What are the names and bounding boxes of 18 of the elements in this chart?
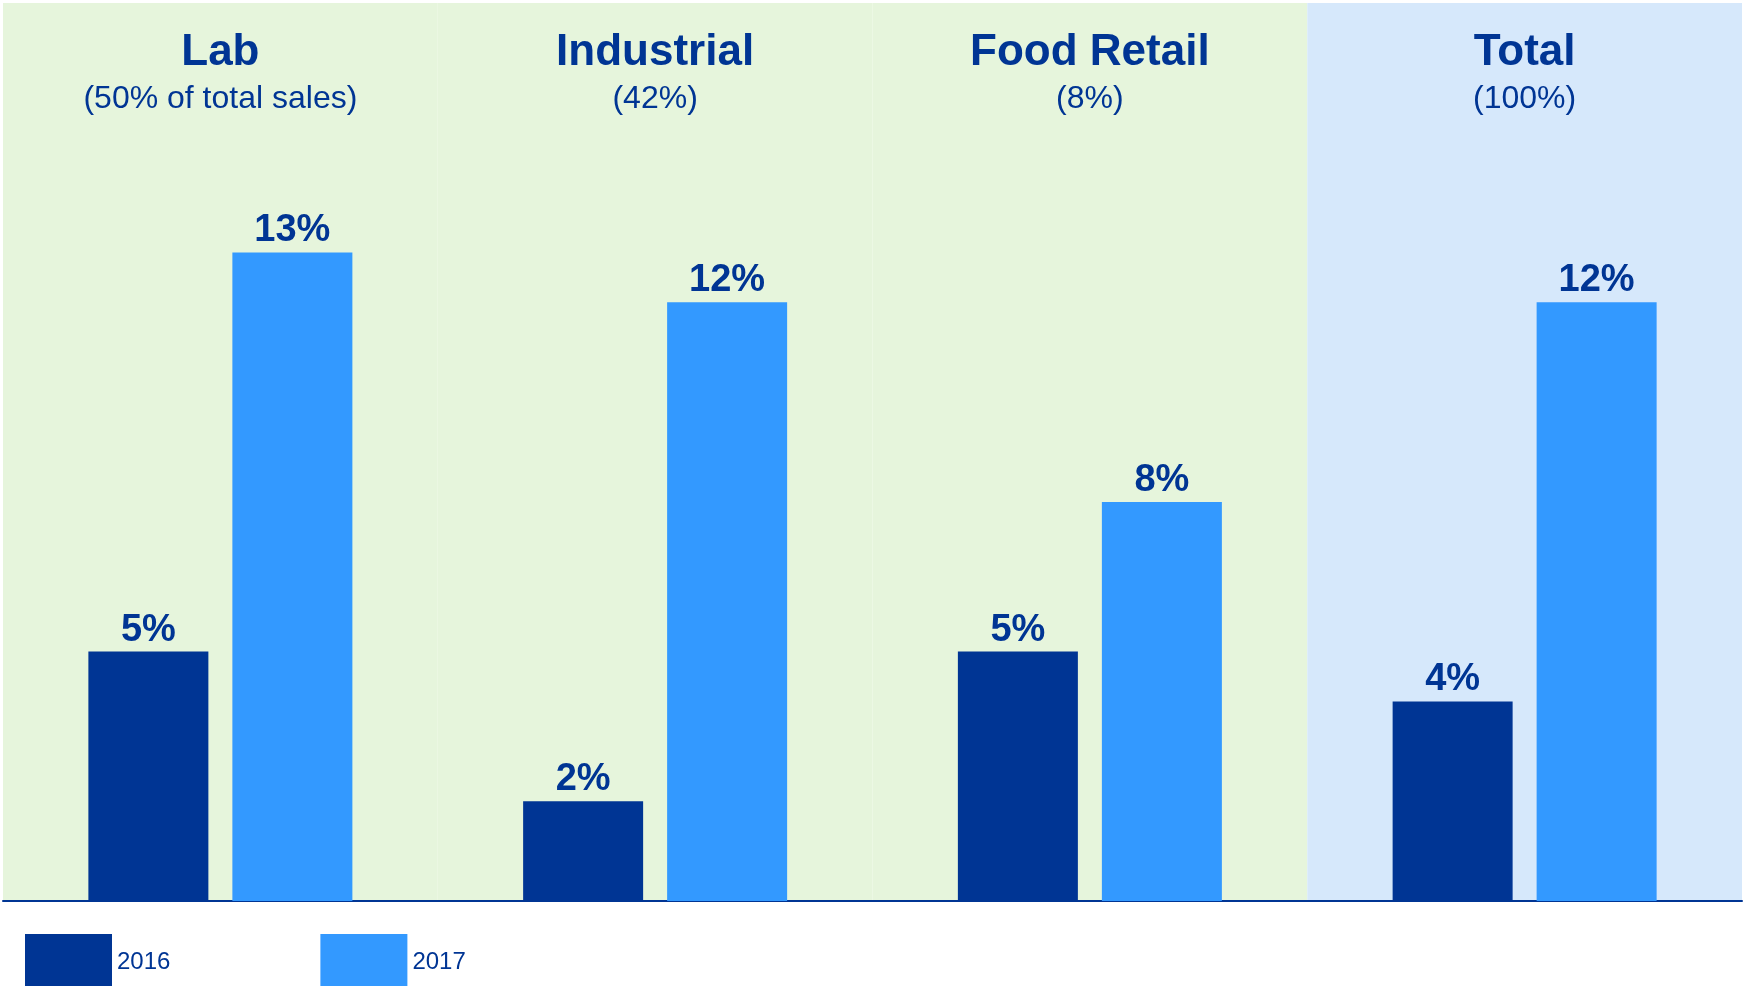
x-tick-label: Industrial (42%): [556, 24, 755, 115]
data-label: 2%: [555, 756, 611, 799]
data-label: 8%: [1134, 456, 1190, 499]
data-label: 12%: [1558, 257, 1635, 300]
data-label: 12%: [689, 257, 766, 300]
data-label: 13%: [254, 207, 331, 250]
x-tick-label: Food Retail (8%): [970, 24, 1210, 115]
bar: [232, 252, 353, 901]
x-tick-label: Total (100%): [1473, 24, 1577, 115]
bar: [667, 302, 788, 901]
legend-label: 2017: [412, 946, 466, 974]
legend-label: 2016: [117, 946, 171, 974]
data-label: 5%: [990, 606, 1046, 649]
data-label: 4%: [1425, 656, 1481, 699]
x-tick-label: Lab (50% of total sales): [83, 24, 358, 115]
bar: [1101, 501, 1222, 901]
bar: [1536, 302, 1657, 901]
data-label: 5%: [120, 606, 176, 649]
